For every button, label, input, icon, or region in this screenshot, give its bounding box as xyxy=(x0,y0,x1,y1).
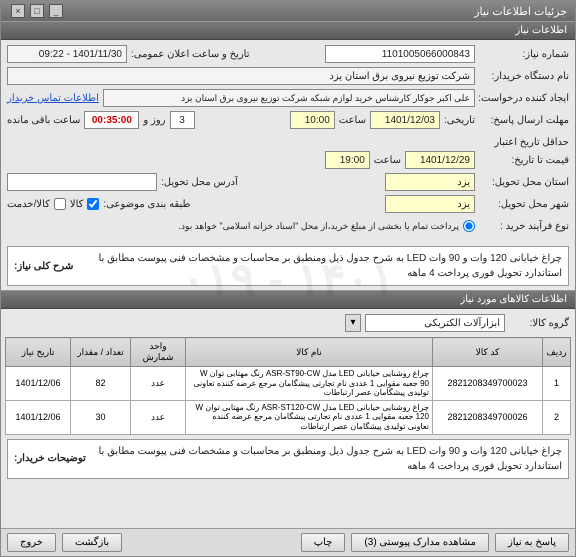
process-radio[interactable] xyxy=(463,220,475,232)
process-note: پرداخت تمام یا بخشی از مبلغ خرید،از محل … xyxy=(179,221,459,232)
goods-chk-label: کالا xyxy=(70,199,84,210)
dropdown-icon[interactable]: ▾ xyxy=(345,314,361,332)
section-goods-header: اطلاعات کالاهای مورد نیاز xyxy=(1,290,575,309)
cell-code: 2821208349700023 xyxy=(433,367,543,401)
col-qty[interactable]: تعداد / مقدار xyxy=(71,338,131,367)
bottom-bar: پاسخ به نیاز مشاهده مدارک پیوستی (3) چاپ… xyxy=(1,528,575,556)
col-date[interactable]: تاریخ نیاز xyxy=(6,338,71,367)
validity-label: حداقل تاریخ اعتبار xyxy=(479,137,569,148)
day-label: روز و xyxy=(143,115,165,126)
group-field[interactable]: ابزارآلات الکتریکی xyxy=(365,314,505,332)
service-checkbox[interactable] xyxy=(54,198,66,210)
time-label-1: ساعت xyxy=(339,115,366,126)
tarikhi-label: تاریخی: xyxy=(444,115,475,126)
validity-date-field[interactable]: 1401/12/29 xyxy=(405,151,475,169)
window-title: جزئیات اطلاعات نیاز xyxy=(474,5,567,18)
countdown-field: 00:35:00 xyxy=(84,111,139,129)
print-button[interactable]: چاپ xyxy=(301,533,346,552)
buyer-org-field: شرکت توزیع نیروی برق استان یزد xyxy=(7,67,475,85)
col-name[interactable]: نام کالا xyxy=(186,338,433,367)
respond-button[interactable]: پاسخ به نیاز xyxy=(495,533,569,552)
days-left-field: 3 xyxy=(170,111,195,129)
cell-idx: 1 xyxy=(543,367,571,401)
need-desc-label: شرح کلی نیاز: xyxy=(14,259,73,274)
section-info-header: اطلاعات نیاز xyxy=(1,21,575,40)
city-label: شهر محل تحویل: xyxy=(479,199,569,210)
need-no-label: شماره نیاز: xyxy=(479,49,569,60)
cell-date: 1401/12/06 xyxy=(6,367,71,401)
cell-unit: عدد xyxy=(131,367,186,401)
buyer-org-label: نام دستگاه خریدار: xyxy=(479,71,569,82)
goods-table-wrap: ردیف کد کالا نام کالا واحد شمارش تعداد /… xyxy=(1,337,575,435)
cell-code: 2821208349700026 xyxy=(433,400,543,434)
back-button[interactable]: بازگشت xyxy=(62,533,122,552)
deadline-time-field[interactable]: 10:00 xyxy=(290,111,335,129)
table-row[interactable]: 22821208349700026چراغ روشنایی خیابانی LE… xyxy=(6,400,571,434)
cell-name: چراغ روشنایی خیابانی LED مدل ASR-ST120-C… xyxy=(186,400,433,434)
titlebar: جزئیات اطلاعات نیاز _ □ × xyxy=(1,1,575,21)
contact-link[interactable]: اطلاعات تماس خریدار xyxy=(7,93,99,104)
need-desc-text: چراغ خیابانی 120 وات و 90 وات LED به شرح… xyxy=(81,251,562,281)
address-label: آدرس محل تحویل: xyxy=(161,177,238,188)
buyer-desc-label: توضیحات خریدار: xyxy=(14,451,86,466)
buyer-desc-text: چراغ خیابانی 120 وات و 90 وات LED به شرح… xyxy=(94,444,562,474)
form-area: شماره نیاز: 1101005066000843 تاریخ و ساع… xyxy=(1,40,575,242)
city-field[interactable]: یزد xyxy=(385,195,475,213)
col-idx[interactable]: ردیف xyxy=(543,338,571,367)
service-chk-label: کالا/خدمت xyxy=(7,199,50,210)
cell-idx: 2 xyxy=(543,400,571,434)
cell-unit: عدد xyxy=(131,400,186,434)
announce-field: 1401/11/30 - 09:22 xyxy=(7,45,127,63)
minimize-icon[interactable]: _ xyxy=(49,4,63,18)
requester-label: ایجاد کننده درخواست: xyxy=(479,93,569,104)
col-code[interactable]: کد کالا xyxy=(433,338,543,367)
remaining-label: ساعت باقی مانده xyxy=(7,115,80,126)
need-desc-box: چراغ خیابانی 120 وات و 90 وات LED به شرح… xyxy=(7,246,569,286)
deadline-date-field[interactable]: 1401/12/03 xyxy=(370,111,440,129)
cell-qty: 30 xyxy=(71,400,131,434)
maximize-icon[interactable]: □ xyxy=(30,4,44,18)
validity-time-field[interactable]: 19:00 xyxy=(325,151,370,169)
category-label: طبقه بندی موضوعی: xyxy=(103,199,190,210)
docs-button[interactable]: مشاهده مدارک پیوستی (3) xyxy=(351,533,489,552)
requester-field: علی اکبر جوکار کارشناس خرید لوازم شبکه ش… xyxy=(103,89,475,107)
cell-date: 1401/12/06 xyxy=(6,400,71,434)
province-field[interactable]: یزد xyxy=(385,173,475,191)
time-label-2: ساعت xyxy=(374,155,401,166)
window-controls: _ □ × xyxy=(9,4,63,18)
announce-label: تاریخ و ساعت اعلان عمومی: xyxy=(131,49,250,60)
table-row[interactable]: 12821208349700023چراغ روشنایی خیابانی LE… xyxy=(6,367,571,401)
process-label: نوع فرآیند خرید : xyxy=(479,221,569,232)
exit-button[interactable]: خروج xyxy=(7,533,56,552)
cell-qty: 82 xyxy=(71,367,131,401)
goods-checkbox[interactable] xyxy=(87,198,99,210)
buyer-desc-box: چراغ خیابانی 120 وات و 90 وات LED به شرح… xyxy=(7,439,569,479)
deadline-label: مهلت ارسال پاسخ: xyxy=(479,115,569,126)
need-no-field: 1101005066000843 xyxy=(325,45,475,63)
goods-table: ردیف کد کالا نام کالا واحد شمارش تعداد /… xyxy=(5,337,571,435)
cell-name: چراغ روشنایی خیابانی LED مدل ASR-ST90-CW… xyxy=(186,367,433,401)
address-field[interactable] xyxy=(7,173,157,191)
province-label: استان محل تحویل: xyxy=(479,177,569,188)
col-unit[interactable]: واحد شمارش xyxy=(131,338,186,367)
group-label: گروه کالا: xyxy=(509,318,569,329)
close-icon[interactable]: × xyxy=(11,4,25,18)
validity2-label: قیمت تا تاریخ: xyxy=(479,155,569,166)
